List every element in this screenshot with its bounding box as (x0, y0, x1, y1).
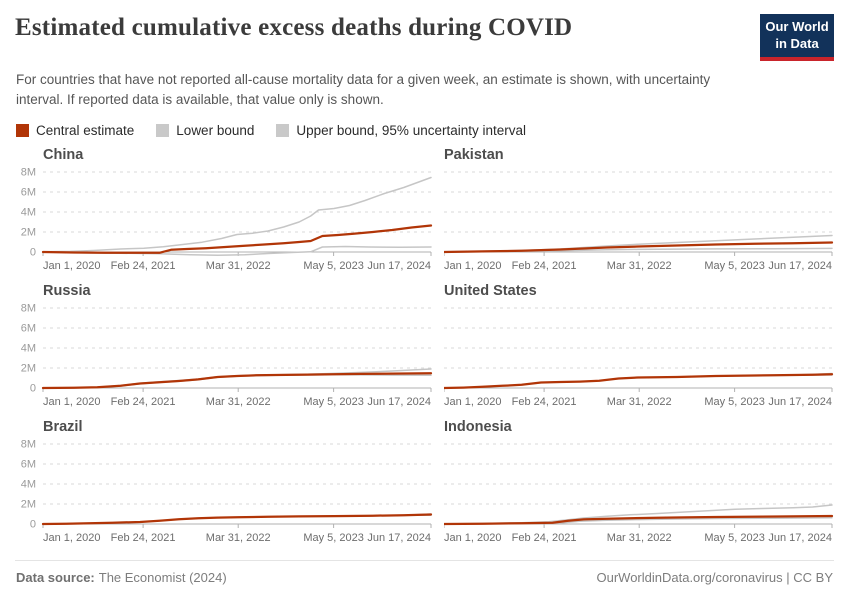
svg-text:Mar 31, 2022: Mar 31, 2022 (206, 260, 271, 272)
svg-text:Jun 17, 2024: Jun 17, 2024 (768, 532, 832, 544)
svg-text:2M: 2M (21, 499, 36, 511)
svg-text:4M: 4M (21, 207, 36, 219)
pakistan-chart-canvas: Jan 1, 2020 Feb 24, 2021 Mar 31, 2022 May 5… (444, 171, 834, 272)
chart-cell-united-states: United States Jan 1, 2020 Feb 24, 2021 Mar… (444, 283, 834, 410)
svg-text:2M: 2M (21, 363, 36, 375)
chart-subtitle: For countries that have not reported all… (16, 71, 711, 108)
chart-cell-pakistan: Pakistan Jan 1, 2020 Feb 24, 2021 Mar 31, … (444, 147, 834, 274)
svg-text:Jun 17, 2024: Jun 17, 2024 (367, 532, 431, 544)
svg-text:May 5, 2023: May 5, 2023 (704, 396, 765, 408)
svg-text:4M: 4M (21, 479, 36, 491)
chart-cell-brazil: Brazil 0 2M 4M 6M 8M Jan 1, 2020 Feb 24, 2021 M… (15, 419, 433, 546)
chart-cell-indonesia: Indonesia Jan 1, 2020 Feb 24, 2021 Mar 31,… (444, 419, 834, 546)
facet-title-united-states: United States (444, 283, 537, 300)
svg-text:Mar 31, 2022: Mar 31, 2022 (607, 396, 672, 408)
svg-text:0: 0 (30, 519, 36, 531)
svg-text:Feb 24, 2021: Feb 24, 2021 (512, 260, 577, 272)
svg-text:4M: 4M (21, 343, 36, 355)
svg-text:Jun 17, 2024: Jun 17, 2024 (367, 260, 431, 272)
svg-text:Mar 31, 2022: Mar 31, 2022 (607, 260, 672, 272)
svg-text:Feb 24, 2021: Feb 24, 2021 (111, 396, 176, 408)
svg-text:Mar 31, 2022: Mar 31, 2022 (206, 532, 271, 544)
china-chart-canvas: 0 2M 4M 6M 8M Jan 1, 2020 Feb 24, 2021 Mar 31, … (21, 167, 433, 272)
lower-bound-swatch-icon (156, 124, 170, 138)
svg-text:6M: 6M (21, 459, 36, 471)
svg-text:Jan 1, 2020: Jan 1, 2020 (444, 260, 502, 272)
legend-label: Central estimate (36, 123, 135, 139)
legend-item-central-estimate: Central estimate (16, 123, 134, 138)
owid-logo-text: Our World in Data (760, 14, 834, 57)
facet-title-pakistan: Pakistan (444, 147, 504, 164)
svg-text:0: 0 (30, 383, 36, 395)
upper-bound-swatch-icon (276, 124, 290, 138)
header: Estimated cumulative excess deaths durin… (15, 12, 834, 61)
facet-title-russia: Russia (43, 283, 91, 300)
svg-text:Jan 1, 2020: Jan 1, 2020 (43, 396, 101, 408)
svg-text:Feb 24, 2021: Feb 24, 2021 (512, 396, 577, 408)
indonesia-chart-canvas: Jan 1, 2020 Feb 24, 2021 Mar 31, 2022 May 5… (444, 443, 834, 544)
credit-link[interactable]: OurWorldinData.org/coronavirus | CC BY (596, 570, 833, 585)
owid-logo-line1: Our World (765, 19, 829, 34)
legend-item-lower-bound: Lower bound (156, 123, 254, 138)
facet-title-indonesia: Indonesia (444, 419, 512, 436)
svg-text:May 5, 2023: May 5, 2023 (303, 260, 364, 272)
page-title: Estimated cumulative excess deaths durin… (15, 14, 573, 41)
facet-title-china: China (43, 147, 84, 164)
facet-title-brazil: Brazil (43, 419, 83, 436)
facet-grid: China 0 2M 4M 6M 8M Jan 1, 2020 Feb 24, 2021 Ma… (15, 147, 834, 546)
footer: Data source: The Economist (2024) OurWorl… (15, 560, 834, 600)
svg-text:Jan 1, 2020: Jan 1, 2020 (444, 396, 502, 408)
svg-text:Mar 31, 2022: Mar 31, 2022 (607, 532, 672, 544)
svg-text:2M: 2M (21, 227, 36, 239)
svg-text:Feb 24, 2021: Feb 24, 2021 (111, 260, 176, 272)
svg-text:8M: 8M (21, 303, 36, 315)
svg-text:6M: 6M (21, 323, 36, 335)
svg-text:Jun 17, 2024: Jun 17, 2024 (367, 396, 431, 408)
svg-text:8M: 8M (21, 167, 36, 179)
central-estimate-swatch-icon (16, 124, 29, 138)
svg-text:Feb 24, 2021: Feb 24, 2021 (512, 532, 577, 544)
svg-text:May 5, 2023: May 5, 2023 (704, 260, 765, 272)
owid-logo[interactable]: Our World in Data (760, 14, 834, 61)
svg-text:Mar 31, 2022: Mar 31, 2022 (206, 396, 271, 408)
legend-label: Lower bound (176, 123, 255, 139)
chart-cell-china: China 0 2M 4M 6M 8M Jan 1, 2020 Feb 24, 2021 Ma… (15, 147, 433, 274)
data-source: Data source: The Economist (2024) (16, 570, 227, 585)
svg-text:Jun 17, 2024: Jun 17, 2024 (768, 260, 832, 272)
legend-label: Upper bound, 95% uncertainty interval (296, 123, 526, 139)
svg-text:0: 0 (30, 247, 36, 259)
data-source-label: Data source: (16, 570, 95, 585)
svg-text:Feb 24, 2021: Feb 24, 2021 (111, 532, 176, 544)
svg-text:May 5, 2023: May 5, 2023 (303, 396, 364, 408)
svg-text:8M: 8M (21, 439, 36, 451)
united-states-chart-canvas: Jan 1, 2020 Feb 24, 2021 Mar 31, 2022 May 5… (444, 307, 834, 408)
chart-cell-russia: Russia 0 2M 4M 6M 8M Jan 1, 2020 Feb 24, 2021 M… (15, 283, 433, 410)
svg-text:Jun 17, 2024: Jun 17, 2024 (768, 396, 832, 408)
russia-chart-canvas: 0 2M 4M 6M 8M Jan 1, 2020 Feb 24, 2021 Mar 31, … (21, 303, 433, 408)
svg-text:Jan 1, 2020: Jan 1, 2020 (444, 532, 502, 544)
legend-item-upper-bound: Upper bound, 95% uncertainty interval (276, 123, 526, 138)
svg-text:Jan 1, 2020: Jan 1, 2020 (43, 532, 101, 544)
svg-text:6M: 6M (21, 187, 36, 199)
svg-text:Jan 1, 2020: Jan 1, 2020 (43, 260, 101, 272)
owid-logo-line2: in Data (775, 35, 819, 51)
owid-logo-strip (760, 56, 834, 61)
legend: Central estimate Lower bound Upper bound… (16, 123, 834, 138)
svg-text:May 5, 2023: May 5, 2023 (704, 532, 765, 544)
brazil-chart-canvas: 0 2M 4M 6M 8M Jan 1, 2020 Feb 24, 2021 Mar 31, … (21, 439, 433, 544)
data-source-value: The Economist (2024) (98, 570, 227, 585)
svg-text:May 5, 2023: May 5, 2023 (303, 532, 364, 544)
